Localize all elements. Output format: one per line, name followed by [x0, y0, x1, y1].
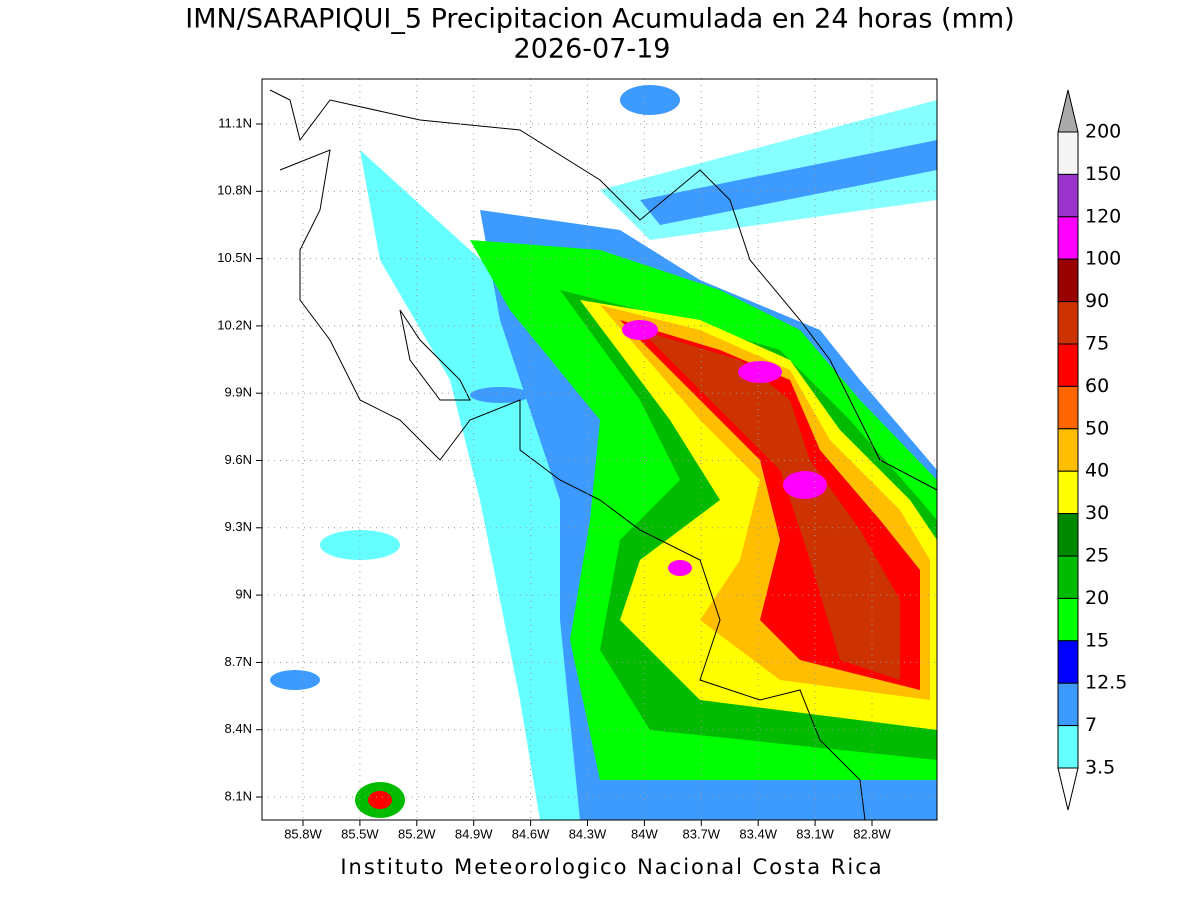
map-frame	[261, 78, 938, 821]
precip-field	[269, 85, 937, 820]
colorbar-under	[1057, 767, 1079, 811]
x-tick-label: 83.1W	[796, 826, 834, 841]
colorbar-box	[1057, 131, 1079, 175]
x-tick-label: 84.3W	[569, 826, 607, 841]
colorbar-box	[1057, 173, 1079, 218]
colorbar-box	[1057, 216, 1079, 260]
y-tick-label: 9.6N	[225, 452, 252, 467]
colorbar: 200 150 120 100 90 75 60 50 40 30 25 20 15 12.5 7 3.5	[1057, 89, 1127, 811]
colorbar-label: 150	[1085, 163, 1121, 185]
x-tick-label: 85.5W	[341, 826, 379, 841]
x-tick-label: 84.9W	[455, 826, 493, 841]
title: IMN/SARAPIQUI_5 Precipitacion Acumulada …	[185, 4, 1014, 35]
y-tick-label: 11.1N	[218, 115, 252, 130]
colorbar-label: 12.5	[1085, 672, 1127, 694]
subtitle: 2026-07-19	[514, 34, 671, 65]
footer: Instituto Meteorologico Nacional Costa R…	[340, 855, 883, 879]
colorbar-label: 75	[1085, 333, 1109, 355]
colorbar-box	[1057, 343, 1079, 387]
colorbar-label: 30	[1085, 502, 1109, 524]
y-tick-label: 9N	[235, 587, 252, 602]
colorbar-label: 100	[1085, 248, 1121, 270]
colorbar-box	[1057, 385, 1079, 430]
colorbar-box	[1057, 301, 1079, 345]
x-tick-label: 83.4W	[739, 826, 777, 841]
colorbar-box	[1057, 428, 1079, 472]
y-tick-label: 10.2N	[217, 317, 252, 332]
colorbar-label: 3.5	[1085, 757, 1115, 779]
colorbar-label: 120	[1085, 205, 1121, 227]
x-tick-label: 83.7W	[683, 826, 721, 841]
y-tick-label: 8.7N	[225, 654, 252, 669]
colorbar-label: 200	[1085, 121, 1121, 143]
colorbar-box	[1057, 513, 1079, 557]
x-tick-label: 85.8W	[284, 826, 322, 841]
x-tick-label: 84W	[631, 826, 658, 841]
colorbar-label: 40	[1085, 460, 1109, 482]
colorbar-label: 50	[1085, 417, 1109, 439]
y-tick-label: 8.4N	[225, 721, 252, 736]
colorbar-label: 7	[1085, 714, 1097, 736]
colorbar-label: 15	[1085, 629, 1109, 651]
colorbar-box	[1057, 640, 1079, 684]
colorbar-label: 25	[1085, 545, 1109, 567]
colorbar-box	[1057, 597, 1079, 642]
colorbar-box	[1057, 470, 1079, 515]
y-tick-label: 9.9N	[225, 385, 252, 400]
colorbar-box	[1057, 258, 1079, 303]
y-tick-label: 9.3N	[225, 519, 252, 534]
colorbar-box	[1057, 682, 1079, 727]
x-tick-label: 85.2W	[398, 826, 436, 841]
y-tick-label: 10.5N	[217, 250, 252, 265]
y-tick-label: 10.8N	[217, 183, 252, 198]
colorbar-over	[1057, 89, 1079, 133]
colorbar-box	[1057, 555, 1079, 599]
colorbar-label: 20	[1085, 587, 1109, 609]
colorbar-label: 60	[1085, 375, 1109, 397]
y-tick-label: 8.1N	[225, 788, 252, 803]
colorbar-label: 90	[1085, 290, 1109, 312]
map: 11.1N 10.8N 10.5N 10.2N 9.9N 9.6N 9.3N 9N 8.7N 8.…	[217, 78, 938, 841]
x-tick-label: 84.6W	[512, 826, 550, 841]
colorbar-box	[1057, 725, 1079, 769]
x-tick-label: 82.8W	[853, 826, 891, 841]
